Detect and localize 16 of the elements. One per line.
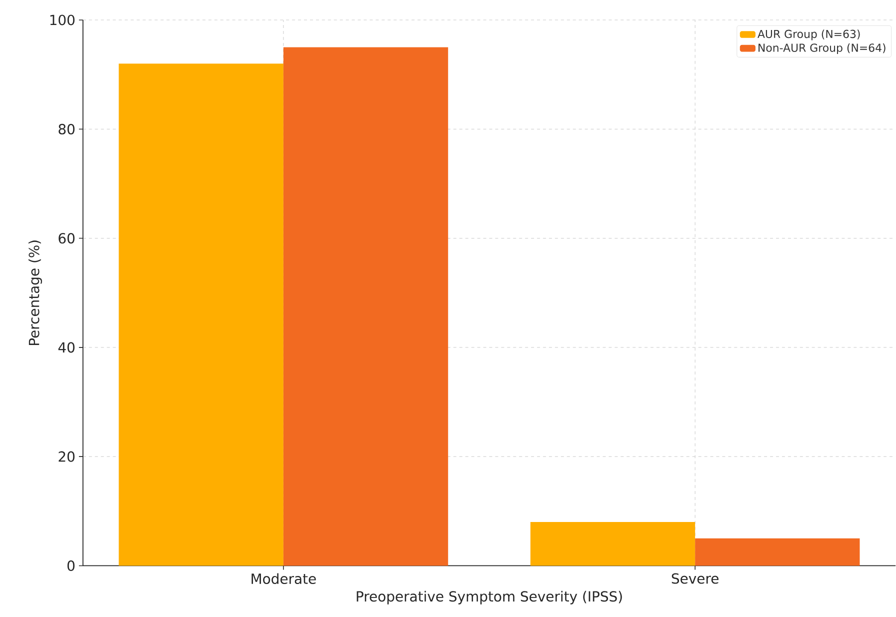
legend-label: AUR Group (N=63) [758,30,860,40]
x-tick-label: Severe [672,573,718,584]
y-tick-label: 60 [58,233,75,244]
y-tick-label: 40 [58,342,75,353]
y-tick-label: 100 [50,14,75,26]
x-tick-label: Moderate [252,573,316,584]
y-tick-label: 0 [67,560,75,572]
y-tick-label: 20 [58,451,75,462]
bar [695,538,860,566]
legend-label: Non-AUR Group (N=64) [758,44,886,54]
bar [283,47,448,566]
y-axis-title: Percentage (%) [28,240,42,346]
y-tick-label: 80 [58,124,75,135]
x-axis-title: Preoperative Symptom Severity (IPSS) [356,591,622,605]
bar [530,522,696,566]
bar [118,64,284,566]
